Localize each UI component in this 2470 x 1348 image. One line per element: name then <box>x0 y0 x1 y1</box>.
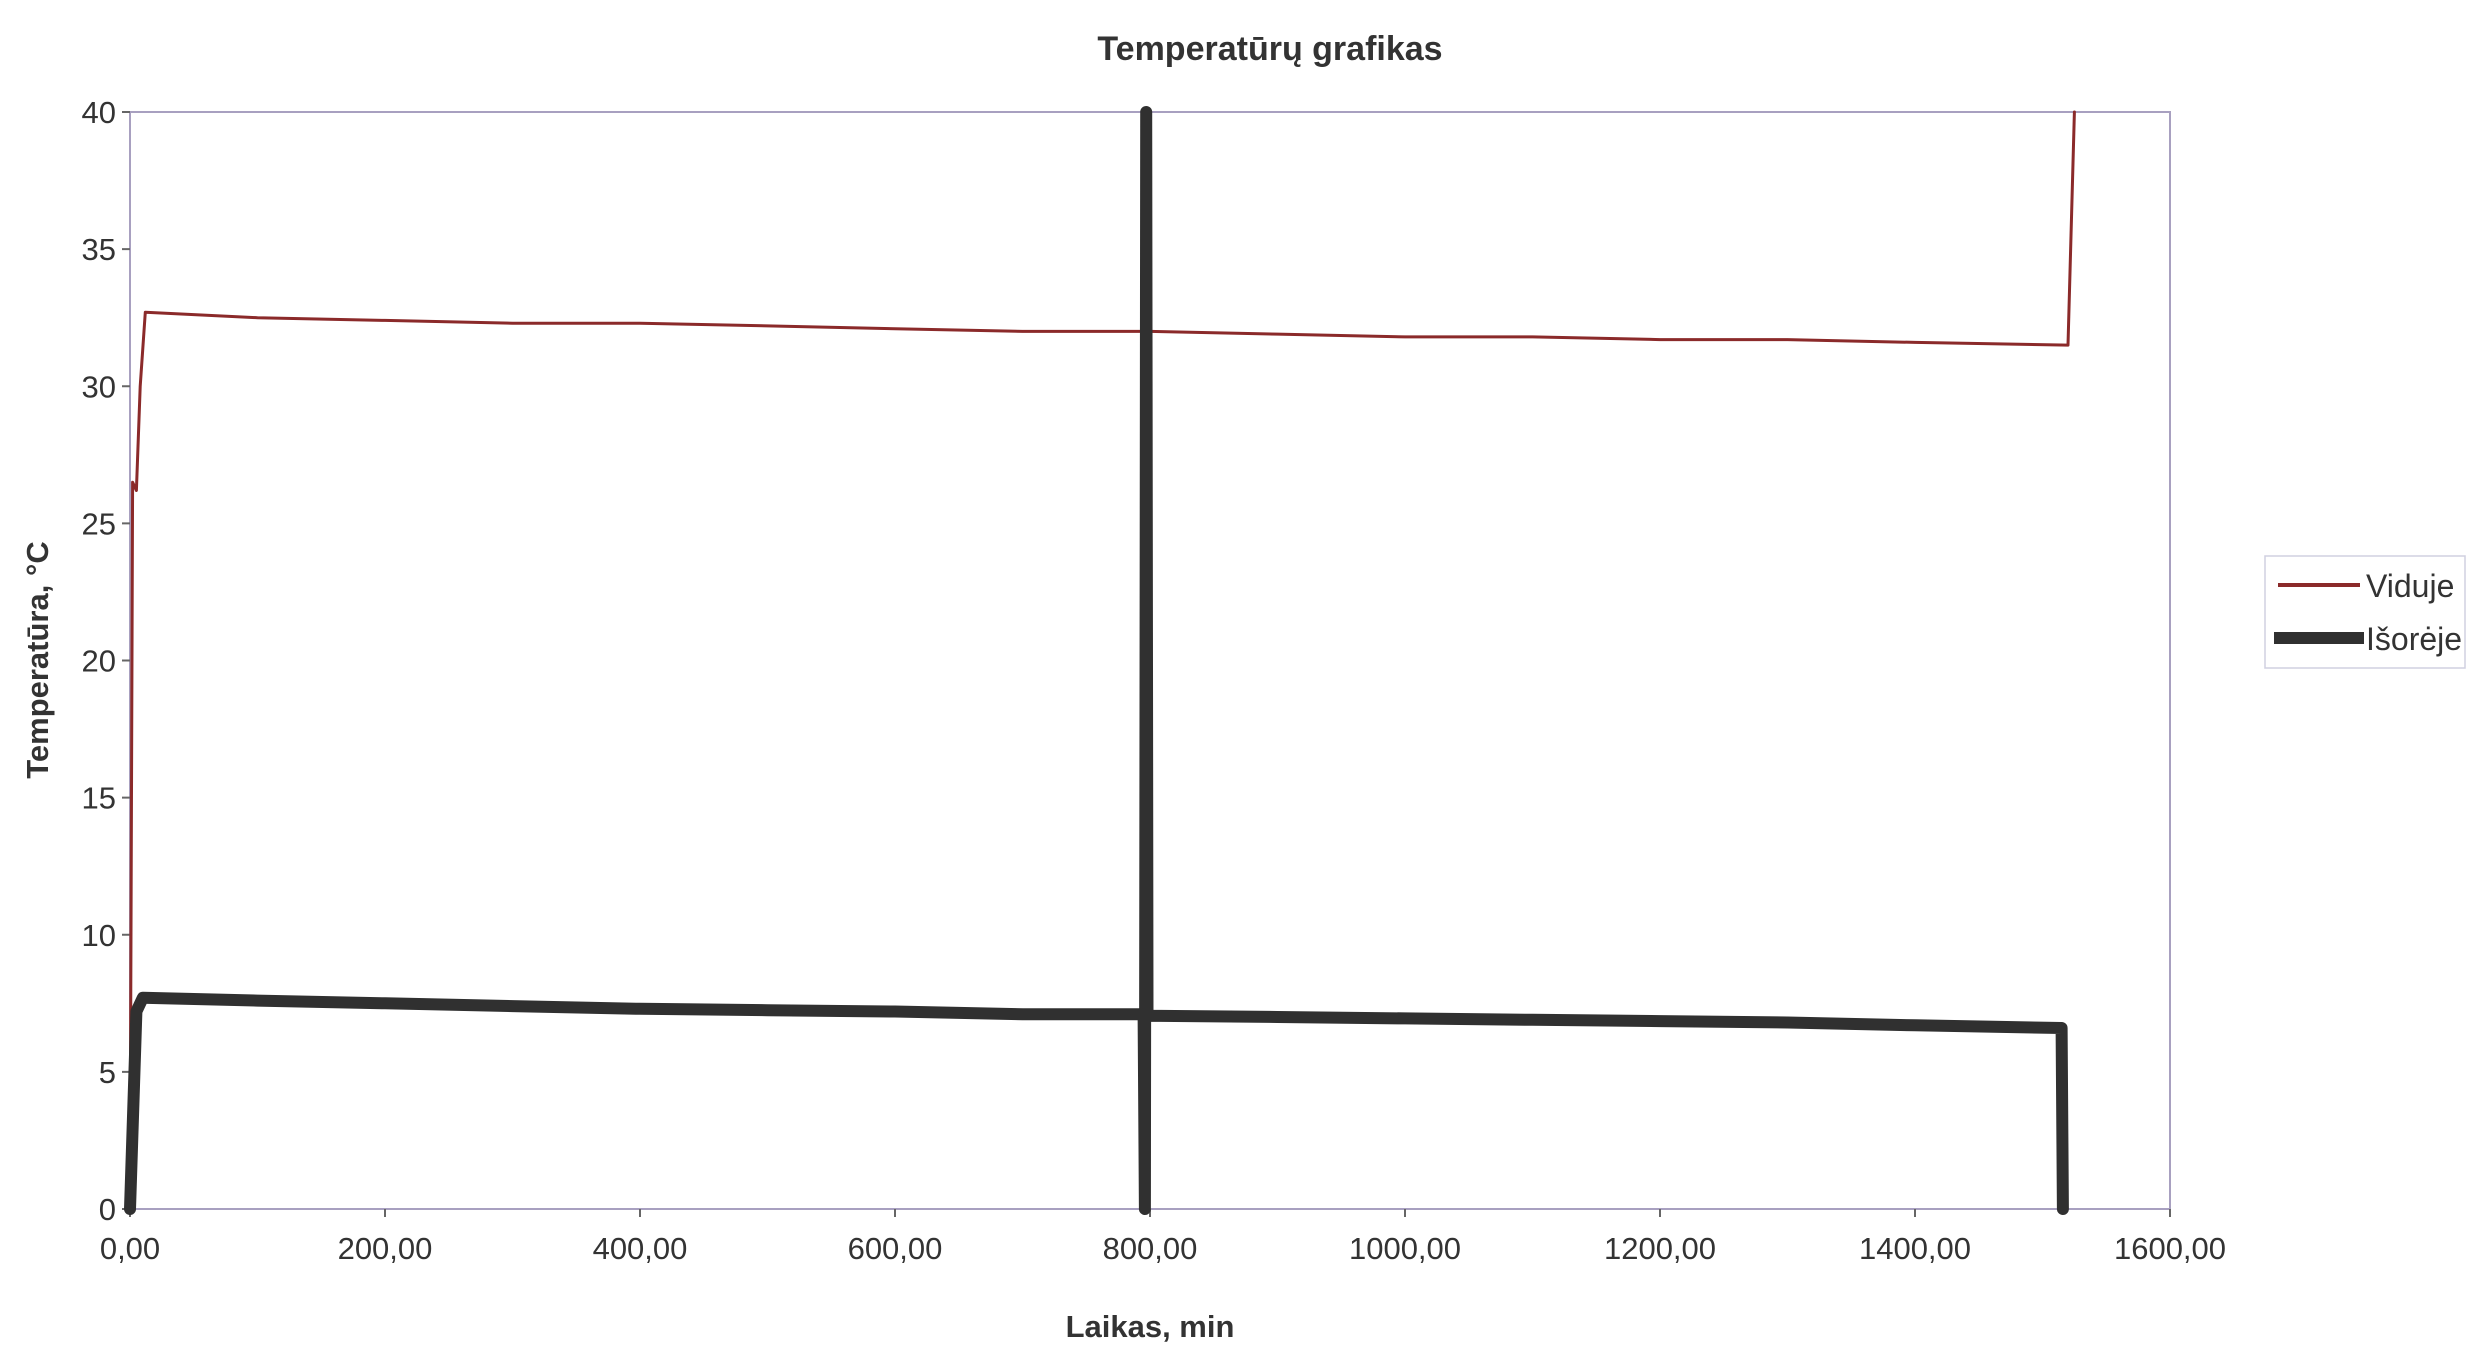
x-tick-label: 1200,00 <box>1604 1231 1716 1266</box>
x-tick-label: 1400,00 <box>1859 1231 1971 1266</box>
x-tick-label: 800,00 <box>1103 1231 1198 1266</box>
y-axis-label: Temperatūra, °C <box>20 541 55 779</box>
x-tick-label: 200,00 <box>338 1231 433 1266</box>
legend-label-isoreje: Išorėje <box>2366 621 2462 657</box>
x-axis-label: Laikas, min <box>1066 1309 1235 1343</box>
y-tick-label: 25 <box>82 506 116 541</box>
series-line-isoreje <box>124 106 2069 1215</box>
x-tick-label: 400,00 <box>593 1231 688 1266</box>
legend: Viduje Išorėje <box>2264 555 2466 669</box>
x-tick-label: 1000,00 <box>1349 1231 1461 1266</box>
y-tick-label: 10 <box>82 918 116 953</box>
y-tick-label: 20 <box>82 644 116 679</box>
x-tick-label: 600,00 <box>848 1231 943 1266</box>
legend-box <box>2264 555 2466 669</box>
y-tick-label: 5 <box>99 1055 116 1090</box>
x-tick-label: 1600,00 <box>2114 1231 2226 1266</box>
x-tick-label: 0,00 <box>100 1231 160 1266</box>
y-tick-label: 40 <box>82 95 116 130</box>
x-axis-ticks: 0,00 200,00 400,00 600,00 800,00 1000,00 1200,… <box>100 1209 2226 1266</box>
y-tick-label: 15 <box>82 781 116 816</box>
y-tick-label: 35 <box>82 232 116 267</box>
y-axis-ticks: 0 5 10 15 20 25 30 35 40 <box>82 95 130 1227</box>
legend-label-viduje: Viduje <box>2366 568 2454 604</box>
y-tick-label: 30 <box>82 369 116 404</box>
chart-title: Temperatūrų grafikas <box>1097 30 1442 68</box>
series-line-viduje <box>128 110 2076 1211</box>
series-layer <box>124 106 2076 1215</box>
y-tick-label: 0 <box>99 1192 116 1227</box>
